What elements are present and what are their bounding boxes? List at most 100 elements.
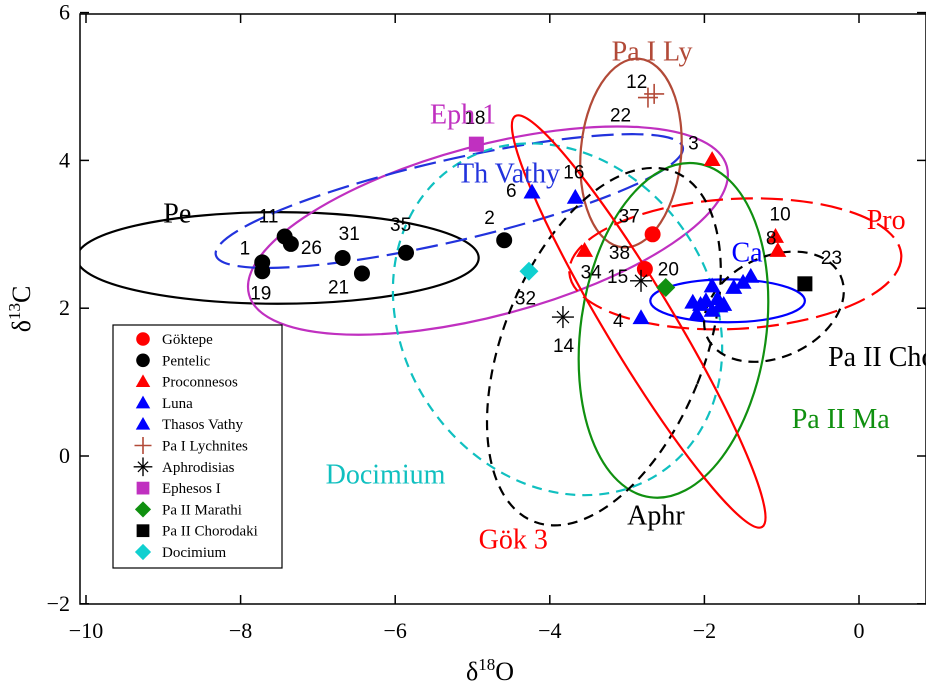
point-label: 20 [658, 260, 679, 281]
y-tick-label: −2 [47, 591, 70, 616]
series-aphrodisias [551, 269, 653, 329]
legend-label-ephesos-i: Ephesos I [162, 481, 221, 497]
x-tick-label: −8 [229, 618, 252, 643]
series-pentelic [254, 228, 513, 282]
point-label: 35 [390, 215, 411, 236]
data-point-pentelic [398, 244, 415, 261]
legend-marker-proconnesos [135, 374, 151, 388]
data-point-luna [742, 267, 760, 283]
series-pa-i-lychnites [637, 83, 665, 108]
legend-marker-pa-i-lychnites [134, 437, 152, 454]
region-pa-ii-cho [703, 250, 845, 363]
data-point-pentelic [282, 235, 299, 252]
data-point-luna [734, 273, 752, 289]
data-point-pentelic [334, 249, 351, 266]
data-point-luna [711, 297, 729, 313]
legend-label-aphrodisias: Aphrodisias [162, 460, 235, 476]
series-pa-ii-marathi [656, 278, 676, 298]
region-label-ca: Ca [731, 238, 763, 269]
legend-marker-aphrodisias-d2 [137, 461, 149, 473]
region-aphr [485, 166, 722, 527]
region-th-vathy [214, 133, 685, 270]
series-goktepe [636, 226, 661, 278]
legend-label-luna: Luna [162, 396, 193, 412]
region-label-eph-1: Eph 1 [430, 99, 496, 130]
data-point-proconnesos [703, 151, 721, 167]
region-ellipses [80, 57, 903, 529]
point-label: 34 [581, 263, 603, 284]
legend-label-pentelic: Pentelic [162, 353, 211, 369]
legend-marker-luna [135, 395, 151, 409]
point-label: 10 [770, 205, 791, 226]
legend-label-proconnesos: Proconnesos [162, 375, 238, 391]
region-pa-i-ly [579, 57, 683, 249]
point-label: 16 [563, 162, 584, 183]
region-label-pa-ii-cho: Pa II Cho [828, 342, 926, 373]
series-pa-ii-chorodaki [797, 276, 813, 292]
x-tick-label: 0 [854, 618, 865, 643]
series-proconnesos [576, 151, 787, 257]
y-tick-label: 2 [59, 295, 70, 320]
point-label: 18 [464, 108, 485, 129]
y-tick-label: 4 [59, 147, 70, 172]
y-axis-title: δ13C [5, 286, 36, 333]
x-tick-label: −4 [538, 618, 561, 643]
data-point-docimium [519, 261, 539, 281]
data-point-luna [688, 305, 706, 321]
legend-marker-pa-ii-chorodaki [136, 524, 150, 538]
point-label: 14 [553, 336, 575, 357]
plot-frame [79, 13, 926, 605]
legend-label-pa-ii-chorodaki: Pa II Chorodaki [162, 524, 258, 540]
region-pro [568, 197, 903, 331]
data-point-luna [632, 309, 650, 325]
legend-label-goktepe: Göktepe [162, 332, 213, 348]
point-label: 11 [259, 207, 279, 228]
data-points [254, 83, 813, 329]
region-gok-3 [510, 114, 767, 529]
region-labels: Pe Eph 1 Th Vathy Pa I Ly Pro Ca Pa II Cho Pa I… [163, 37, 926, 556]
region-label-gok-3: Gök 3 [479, 524, 548, 555]
point-label: 19 [250, 283, 271, 304]
point-label: 32 [515, 288, 536, 309]
legend: Göktepe Pentelic Proconnesos Luna Thasos Vat… [112, 324, 283, 569]
region-label-pe: Pe [163, 198, 191, 229]
point-label: 8 [766, 229, 777, 250]
x-tick-label: −6 [383, 618, 406, 643]
data-point-proconnesos [576, 242, 594, 257]
data-point-luna [703, 277, 721, 293]
x-tick-label: −10 [69, 618, 103, 643]
data-point-pa-ii-chorodaki [797, 276, 813, 292]
point-label: 4 [613, 311, 624, 332]
point-label: 26 [301, 238, 322, 259]
data-point-luna [703, 301, 721, 317]
legend-marker-thasos-vathy [135, 416, 151, 430]
series-ephesos-i [468, 136, 484, 152]
legend-marker-goktepe [136, 332, 150, 346]
region-label-pa-ii-ma: Pa II Ma [792, 404, 891, 435]
data-point-aphrodisias [630, 269, 653, 292]
legend-label-pa-i-lychnites: Pa I Lychnites [162, 439, 248, 455]
point-label: 31 [339, 224, 360, 245]
region-ca [649, 278, 806, 324]
x-tick-label: −2 [693, 618, 716, 643]
point-label: 38 [609, 243, 630, 264]
y-tick-label: 0 [59, 443, 70, 468]
data-point-pa-i-lychnites [637, 87, 658, 108]
data-point-luna [725, 279, 743, 294]
x-axis-title: δ18O [466, 655, 514, 686]
point-label: 22 [610, 106, 631, 127]
point-label: 21 [328, 277, 349, 298]
data-point-aphrodisias-d2 [634, 274, 648, 288]
point-label: 3 [688, 134, 699, 155]
data-point-proconnesos [767, 228, 785, 243]
region-label-aphr: Aphr [627, 501, 685, 532]
data-point-aphrodisias [551, 306, 574, 329]
axes: −10 −8 −6 −4 −2 0 −2 0 2 4 6 δ18O δ13C [5, 0, 926, 686]
data-point-pa-ii-marathi [656, 278, 676, 298]
y-tick-label: 6 [59, 0, 70, 25]
legend-marker-pentelic [136, 353, 150, 368]
data-point-ephesos-i [468, 136, 484, 152]
